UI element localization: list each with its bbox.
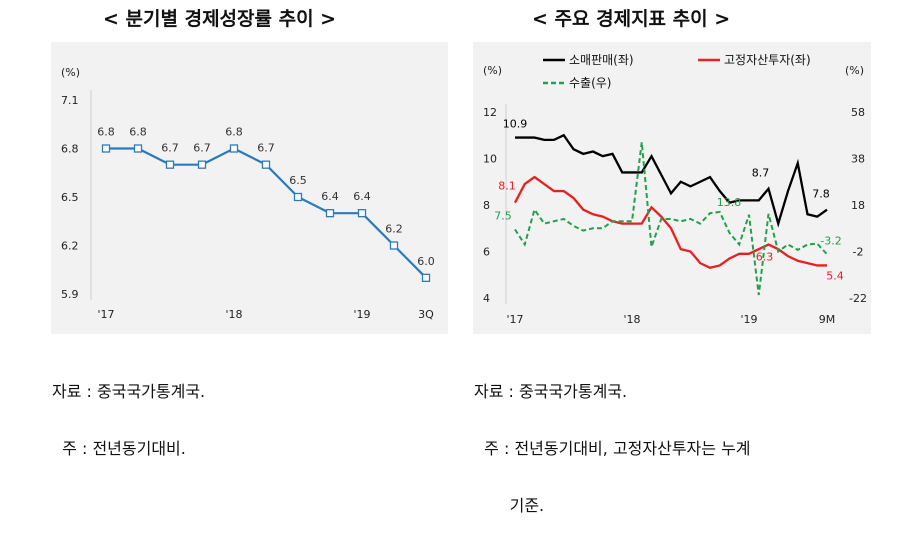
data-point-marker xyxy=(325,209,335,218)
series-line xyxy=(515,133,828,228)
y-tick-label: 5.9 xyxy=(61,288,79,301)
data-label: -3.2 xyxy=(820,234,841,247)
x-tick-label: '18 xyxy=(623,313,640,326)
right-chart-title: < 주요 경제지표 추이 > xyxy=(532,8,731,30)
left-axis-unit: (%) xyxy=(483,64,502,77)
economic-indicators-chart: (%) (%) 12 10 8 6 4 58 38 18 -2 -22 '17 '18 '19 9M 소매판매(… xyxy=(483,53,867,326)
data-label: 8.1 xyxy=(498,180,516,193)
x-tick-label: '18 xyxy=(225,308,242,321)
data-point-marker xyxy=(197,160,207,169)
right-y-tick-label: -2 xyxy=(853,246,864,259)
x-tick-label: 3Q xyxy=(418,308,434,321)
gdp-growth-chart: (%) 7.1 6.8 6.5 6.2 5.9 '17 '18 '19 3Q 6.8 6.8 6.7 6.… xyxy=(61,66,435,321)
data-point-marker xyxy=(261,160,271,169)
data-point-marker xyxy=(133,144,143,153)
left-y-tick-label: 10 xyxy=(483,153,497,166)
right-source-note: 자료 : 중국국가통계국. 주 : 전년동기대비, 고정자산투자는 누계 기준. xyxy=(474,344,751,534)
data-label: 6.8 xyxy=(129,126,147,139)
right-y-tick-label: 38 xyxy=(851,153,865,166)
data-label: 7.5 xyxy=(494,209,512,222)
economic-indicators-chart-panel: (%) (%) 12 10 8 6 4 58 38 18 -2 -22 '17 '18 '19 9M 소매판매(… xyxy=(473,42,871,334)
footnote-line-continued: 기준. xyxy=(474,496,545,515)
data-label: 6.3 xyxy=(756,251,774,264)
y-tick-label: 6.5 xyxy=(61,191,79,204)
right-axis-unit: (%) xyxy=(845,64,864,77)
right-y-tick-label: 58 xyxy=(851,106,865,119)
data-label: 6.7 xyxy=(257,142,275,155)
left-chart-title: < 분기별 경제성장률 추이 > xyxy=(103,8,337,30)
left-y-tick-label: 8 xyxy=(483,199,490,212)
y-tick-label: 6.2 xyxy=(61,240,79,253)
left-y-tick-label: 6 xyxy=(483,246,490,259)
data-point-marker xyxy=(165,160,175,169)
data-label: 10.9 xyxy=(503,118,528,131)
data-label: 8.7 xyxy=(752,167,770,180)
y-tick-label: 7.1 xyxy=(61,94,79,107)
series-line xyxy=(513,175,827,269)
y-tick-label: 6.8 xyxy=(61,143,79,156)
left-y-tick-label: 12 xyxy=(483,106,497,119)
data-label: 7.8 xyxy=(812,188,830,201)
x-tick-label: 9M xyxy=(819,313,836,326)
data-label: 6.7 xyxy=(193,142,211,155)
data-label: 13.8 xyxy=(717,196,742,209)
data-label: 6.4 xyxy=(321,190,339,203)
data-label: 6.2 xyxy=(385,223,403,236)
data-label: 5.4 xyxy=(826,269,844,282)
x-tick-label: '19 xyxy=(740,313,757,326)
data-point-marker xyxy=(229,144,239,153)
x-tick-label: '17 xyxy=(97,308,114,321)
data-label: 6.5 xyxy=(289,174,307,187)
legend-label: 소매판매(좌) xyxy=(569,53,634,67)
source-line: 자료 : 중국국가통계국. xyxy=(52,382,206,401)
legend-label: 수출(우) xyxy=(569,76,611,90)
data-point-marker xyxy=(389,241,399,250)
footnote-line: 주 : 전년동기대비. xyxy=(52,439,186,458)
left-source-note: 자료 : 중국국가통계국. 주 : 전년동기대비. xyxy=(52,344,205,477)
data-point-marker xyxy=(421,273,431,282)
legend-label: 고정자산투자(좌) xyxy=(724,53,811,67)
data-label: 6.8 xyxy=(225,126,243,139)
x-tick-label: '17 xyxy=(506,313,523,326)
data-label: 6.0 xyxy=(417,255,435,268)
y-axis-unit: (%) xyxy=(61,66,80,79)
data-label: 6.4 xyxy=(353,190,371,203)
footnote-line: 주 : 전년동기대비, 고정자산투자는 누계 xyxy=(474,439,751,458)
x-tick-label: '19 xyxy=(353,308,370,321)
data-point-marker xyxy=(101,144,111,153)
gdp-growth-chart-panel: (%) 7.1 6.8 6.5 6.2 5.9 '17 '18 '19 3Q 6.8 6.8 6.7 6.… xyxy=(51,42,448,334)
right-y-tick-label: 18 xyxy=(851,199,865,212)
data-label: 6.8 xyxy=(97,126,115,139)
data-point-marker xyxy=(293,192,303,202)
data-point-marker xyxy=(357,209,367,218)
source-line: 자료 : 중국국가통계국. xyxy=(474,382,628,401)
right-y-tick-label: -22 xyxy=(849,292,867,305)
data-label: 6.7 xyxy=(161,142,179,155)
left-y-tick-label: 4 xyxy=(483,292,490,305)
